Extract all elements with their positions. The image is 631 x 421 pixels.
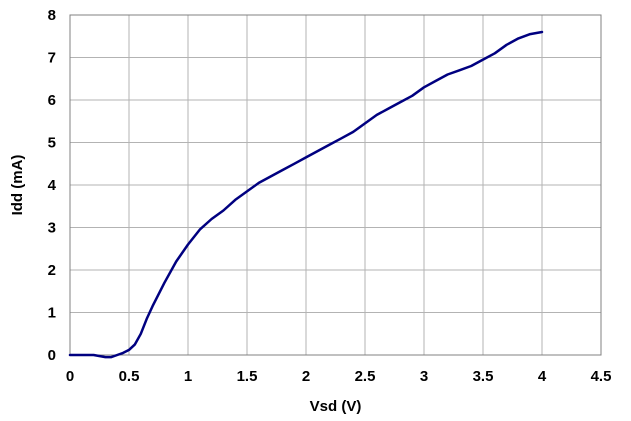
x-tick-label: 0.5 [119,368,140,385]
x-tick-label: 1 [184,368,192,385]
y-tick-label: 4 [48,177,57,194]
y-axis-ticks: 0 1 2 3 4 5 6 7 8 [48,7,57,364]
x-tick-label: 3.5 [473,368,494,385]
y-tick-label: 5 [48,135,56,152]
y-tick-label: 2 [48,262,56,279]
x-tick-label: 2 [302,368,310,385]
y-tick-label: 0 [48,347,56,364]
series-layer [68,30,544,359]
y-tick-label: 7 [48,50,56,67]
plot-area-frame [69,14,602,356]
x-tick-label: 1.5 [237,368,258,385]
x-tick-label: 0 [66,368,74,385]
x-tick-label: 4.5 [591,368,612,385]
x-tick-label: 3 [420,368,428,385]
y-tick-label: 1 [48,305,56,322]
y-tick-label: 6 [48,92,56,109]
x-tick-label: 2.5 [355,368,376,385]
x-axis-ticks: 0 0.5 1 1.5 2 2.5 3 3.5 4 4.5 [66,368,612,385]
y-tick-label: 3 [48,220,56,237]
series-line [68,30,544,359]
x-tick-label: 4 [538,368,547,385]
y-tick-label: 8 [48,7,56,24]
y-axis-title: Idd (mA) [9,155,26,216]
x-axis-title: Vsd (V) [310,398,362,415]
